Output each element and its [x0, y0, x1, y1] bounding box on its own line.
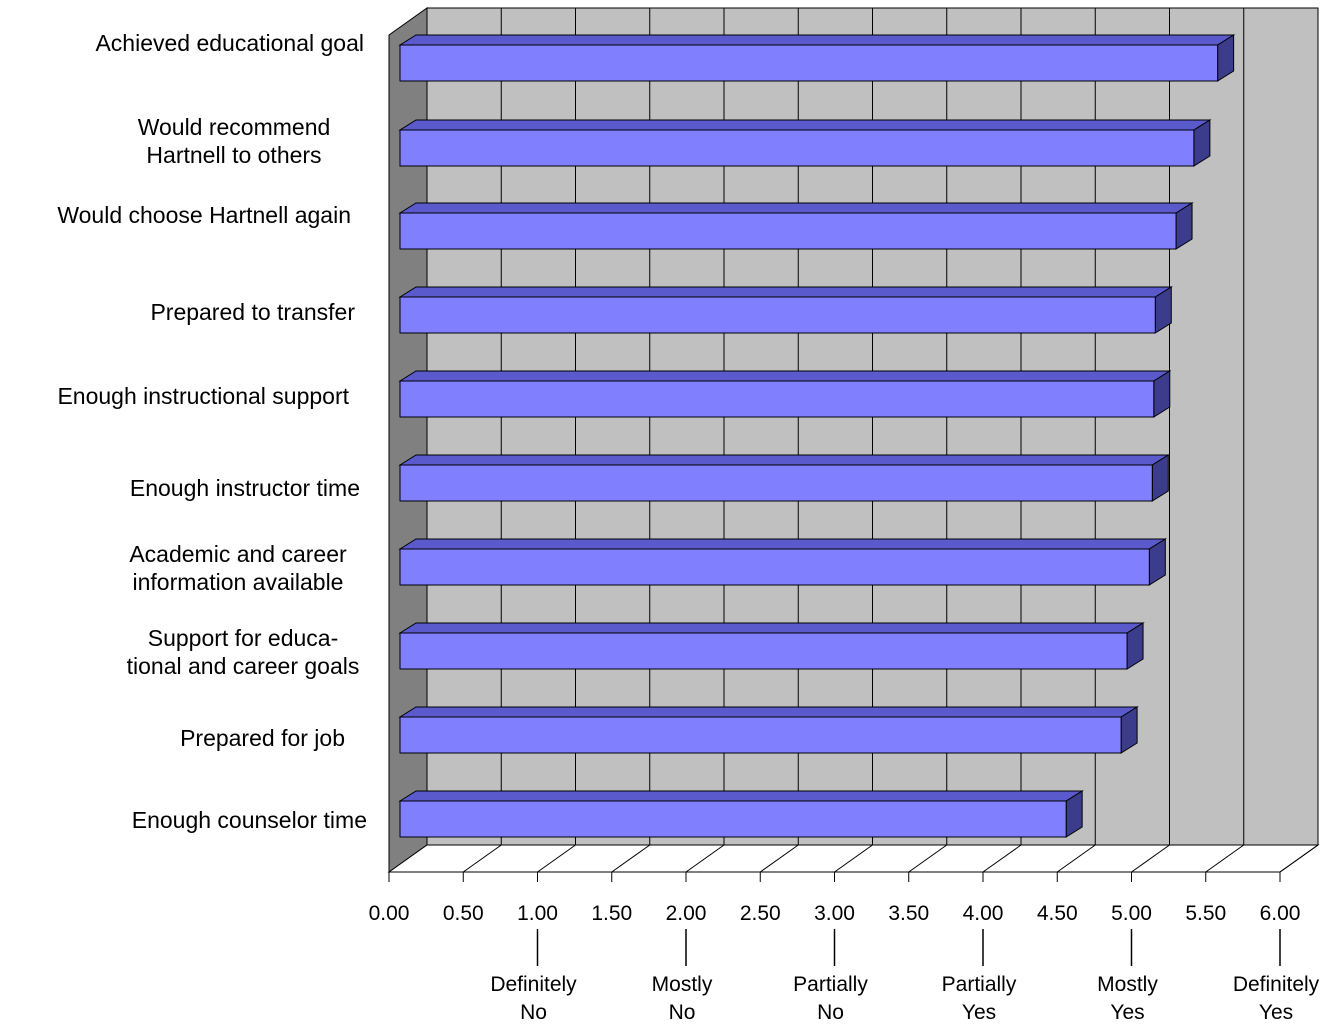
category-label-line: information available: [133, 569, 344, 595]
category-label: Academic and career information available: [129, 541, 347, 595]
bar-top: [398, 790, 1084, 802]
scale-label: Definitely: [1233, 973, 1320, 996]
bar: [398, 454, 1171, 502]
x-tick-label: 3.00: [814, 902, 855, 925]
x-tick-label: 5.50: [1185, 902, 1226, 925]
bar-top: [398, 706, 1139, 718]
scale-label: Mostly: [1097, 973, 1158, 996]
x-tick-label: 4.00: [963, 902, 1004, 925]
x-tick-label: 2.50: [740, 902, 781, 925]
x-axis: 0.00 0.50 1.00 1.50 2.00 2.50 3.00 3.50 4.00 4.50…: [369, 872, 1301, 925]
gridline-floor: [1205, 844, 1245, 873]
category-label: Achieved educational goal: [95, 30, 364, 56]
bar-front: [399, 380, 1155, 418]
bar: [398, 370, 1172, 418]
category-label-line: Hartnell to others: [146, 142, 321, 168]
x-tick-label: 6.00: [1260, 902, 1301, 925]
rating-scale-labels: Definitely No Mostly No Partially No Partially…: [490, 929, 1320, 1024]
gridline-floor: [1131, 844, 1170, 873]
scale-label: Definitely: [490, 973, 577, 996]
bar-front: [399, 716, 1122, 754]
bar: [398, 622, 1145, 670]
bar: [398, 538, 1168, 586]
chart-bars: [398, 34, 1236, 838]
x-tick-label: 1.00: [517, 902, 558, 925]
gridline-floor: [759, 844, 799, 873]
gridline-floor: [611, 844, 651, 873]
category-label-line: Would choose Hartnell again: [57, 202, 351, 228]
bar-front: [399, 800, 1067, 838]
bar-top: [398, 370, 1172, 382]
bar: [398, 119, 1212, 167]
scale-label: Partially: [793, 973, 868, 996]
x-tick-label: 1.50: [591, 902, 632, 925]
bar-top: [398, 454, 1171, 466]
category-label-line: Prepared to transfer: [150, 299, 355, 325]
category-label: Would choose Hartnell again: [57, 202, 351, 228]
bar-front: [399, 129, 1195, 167]
category-label: Would recommend Hartnell to others: [138, 114, 331, 168]
bar-top: [398, 34, 1236, 46]
bar-front: [399, 464, 1153, 502]
category-label-line: Support for educa-: [148, 625, 339, 651]
scale-label: No: [669, 1001, 696, 1024]
bar: [398, 286, 1174, 334]
bar-front: [399, 548, 1150, 586]
scale-label: Yes: [962, 1001, 996, 1024]
category-label: Enough counselor time: [132, 807, 367, 833]
x-tick-label: 2.00: [666, 902, 707, 925]
bar: [398, 34, 1236, 82]
bar: [398, 706, 1139, 754]
gridline-floor: [1279, 844, 1319, 873]
scale-label: Partially: [942, 973, 1017, 996]
category-label-line: Enough counselor time: [132, 807, 367, 833]
x-tick-label: 3.50: [888, 902, 929, 925]
category-label: Enough instructor time: [130, 475, 360, 501]
category-label-line: Enough instructor time: [130, 475, 360, 501]
bar-top: [398, 119, 1212, 131]
bar-top: [398, 202, 1194, 214]
gridline-floor: [834, 844, 873, 873]
category-label: Prepared to transfer: [150, 299, 355, 325]
gridline-floor: [1056, 844, 1096, 873]
bar-top: [398, 286, 1174, 298]
gridline-floor: [537, 844, 576, 873]
x-tick-label: 0.00: [369, 902, 410, 925]
category-label: Support for educa-tional and career goal…: [127, 625, 360, 679]
gridline-floor: [908, 844, 948, 873]
bar-top: [398, 538, 1168, 550]
bar: [398, 790, 1084, 838]
category-label: Enough instructional support: [57, 383, 349, 409]
category-label-line: Would recommend: [138, 114, 331, 140]
x-tick-label: 4.50: [1037, 902, 1078, 925]
category-labels: Achieved educational goal Would recommend…: [57, 30, 367, 833]
gridline-floor: [982, 844, 1022, 873]
category-label-line: Achieved educational goal: [95, 30, 364, 56]
bar-front: [399, 44, 1219, 82]
category-label-line: Academic and career: [129, 541, 347, 567]
gridline-floor: [462, 844, 502, 873]
x-tick-label: 5.00: [1111, 902, 1152, 925]
scale-label: Yes: [1259, 1001, 1293, 1024]
bar: [398, 202, 1194, 250]
scale-label: No: [817, 1001, 844, 1024]
gridline-floor: [685, 844, 725, 873]
category-label-line: Enough instructional support: [57, 383, 349, 409]
scale-label: Mostly: [652, 973, 713, 996]
x-tick-label: 0.50: [443, 902, 484, 925]
bar-front: [399, 212, 1177, 250]
category-label-line: Prepared for job: [180, 725, 345, 751]
bar-front: [399, 632, 1128, 670]
scale-label: No: [520, 1001, 547, 1024]
bar-front: [399, 296, 1156, 334]
category-label: Prepared for job: [180, 725, 345, 751]
scale-label: Yes: [1110, 1001, 1144, 1024]
bar-top: [398, 622, 1145, 634]
category-label-line: tional and career goals: [127, 653, 360, 679]
